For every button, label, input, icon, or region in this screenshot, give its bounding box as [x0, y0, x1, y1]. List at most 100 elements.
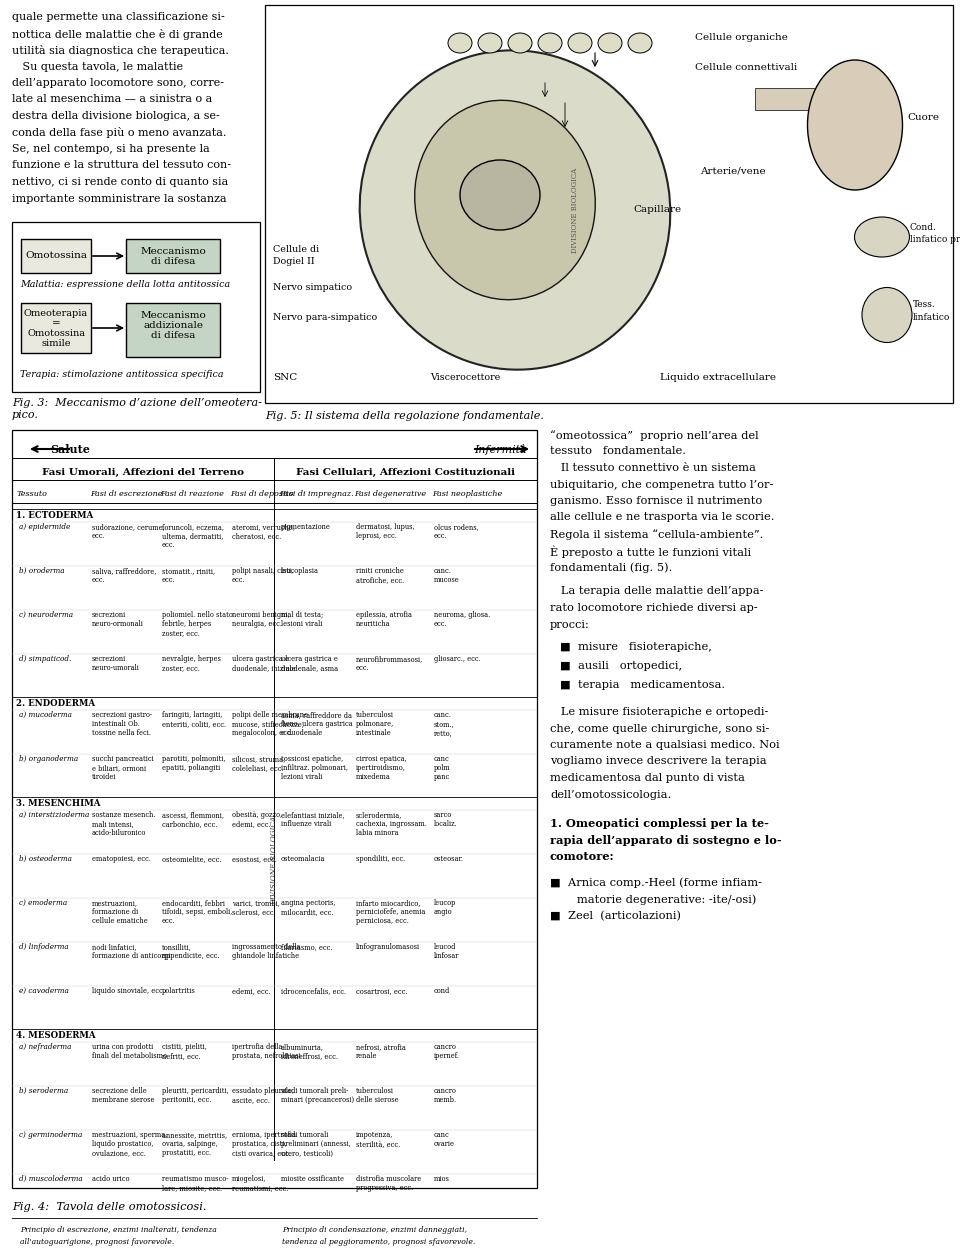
- Text: tessuto   fondamentale.: tessuto fondamentale.: [550, 447, 686, 457]
- FancyBboxPatch shape: [126, 238, 220, 274]
- Text: c) germinoderma: c) germinoderma: [19, 1131, 83, 1140]
- Text: polipi nasali, cisti,
ecc.: polipi nasali, cisti, ecc.: [232, 567, 294, 584]
- Text: leucop
angio: leucop angio: [434, 899, 456, 916]
- Text: tuberculosi
delle sierose: tuberculosi delle sierose: [356, 1087, 398, 1104]
- Text: a) nefraderma: a) nefraderma: [19, 1043, 71, 1050]
- Text: distrofia muscolare
progressiva, ecc.: distrofia muscolare progressiva, ecc.: [356, 1175, 421, 1192]
- Text: secrezioni gastro-
intestinali Ob.
tossine nella feci.: secrezioni gastro- intestinali Ob. tossi…: [92, 712, 152, 738]
- Text: poliomiel. nello stato
febrile, herpes
zoster, ecc.: poliomiel. nello stato febrile, herpes z…: [162, 611, 233, 638]
- Text: sclerodermia,
cachexia, ingrossam.
labia minora: sclerodermia, cachexia, ingrossam. labia…: [356, 811, 427, 837]
- Text: 2. ENDODERMA: 2. ENDODERMA: [16, 699, 95, 708]
- Text: Fasi degenerative: Fasi degenerative: [354, 489, 426, 498]
- Bar: [265, 5, 953, 403]
- Text: conda della fase più o meno avanzata.: conda della fase più o meno avanzata.: [12, 128, 227, 138]
- Ellipse shape: [460, 159, 540, 230]
- Text: curamente note a qualsiasi medico. Noi: curamente note a qualsiasi medico. Noi: [550, 740, 780, 750]
- Text: secrezioni
neuro-ormonali: secrezioni neuro-ormonali: [92, 611, 144, 629]
- Text: Dogiel II: Dogiel II: [273, 257, 315, 266]
- Text: Viscerocettore: Viscerocettore: [430, 373, 500, 382]
- Text: spondiliti, ecc.: spondiliti, ecc.: [356, 855, 405, 863]
- Text: Omotossina: Omotossina: [25, 251, 87, 261]
- Text: addizionale: addizionale: [143, 321, 203, 330]
- Text: Tessuto: Tessuto: [17, 489, 48, 498]
- Text: dermatosi, lupus,
leprosi, ecc.: dermatosi, lupus, leprosi, ecc.: [356, 523, 415, 540]
- Text: medicamentosa dal punto di vista: medicamentosa dal punto di vista: [550, 773, 745, 783]
- Text: Omeoterapia: Omeoterapia: [24, 310, 88, 319]
- Ellipse shape: [628, 33, 652, 53]
- Text: Principio di escrezione, enzimi inalterati, tendenza: Principio di escrezione, enzimi inaltera…: [20, 1226, 217, 1234]
- Text: Fasi di deposito: Fasi di deposito: [230, 489, 294, 498]
- Text: miosite ossificante: miosite ossificante: [281, 1175, 344, 1183]
- Text: 1. Omeopatici complessi per la te-: 1. Omeopatici complessi per la te-: [550, 818, 769, 830]
- Text: Infermità: Infermità: [474, 444, 527, 456]
- Ellipse shape: [807, 60, 902, 190]
- Text: osteomielite, ecc.: osteomielite, ecc.: [162, 855, 222, 863]
- Text: linfogranulomasosi: linfogranulomasosi: [356, 943, 420, 951]
- Text: fondamentali (fig. 5).: fondamentali (fig. 5).: [550, 562, 672, 572]
- Ellipse shape: [448, 33, 472, 53]
- Text: che, come quelle chirurgiche, sono si-: che, come quelle chirurgiche, sono si-: [550, 723, 769, 733]
- Text: faringiti, laringiti,
enteriti, coliti, ecc.: faringiti, laringiti, enteriti, coliti, …: [162, 712, 227, 728]
- Text: canc
polm
panc: canc polm panc: [434, 756, 451, 782]
- Text: matorie degenerative: -ite/-osi): matorie degenerative: -ite/-osi): [566, 894, 756, 905]
- Text: Meccanismo: Meccanismo: [140, 246, 205, 256]
- Text: comotore:: comotore:: [550, 851, 614, 862]
- Text: alle cellule e ne trasporta via le scorie.: alle cellule e ne trasporta via le scori…: [550, 512, 775, 522]
- Text: 1. ECTODERMA: 1. ECTODERMA: [16, 511, 93, 520]
- Text: esostosi, ecc.: esostosi, ecc.: [232, 855, 276, 863]
- Text: utilità sia diagnostica che terapeutica.: utilità sia diagnostica che terapeutica.: [12, 45, 228, 56]
- Text: Fig. 5: Il sistema della regolazione fondamentale.: Fig. 5: Il sistema della regolazione fon…: [265, 410, 544, 420]
- Text: osteomalacia: osteomalacia: [281, 855, 325, 863]
- Text: gliosarc., ecc.: gliosarc., ecc.: [434, 655, 481, 663]
- Text: infarto miocardico,
perniciofefe, anemia
perniciosa, ecc.: infarto miocardico, perniciofefe, anemia…: [356, 899, 425, 925]
- Text: =: =: [52, 320, 60, 329]
- Text: rato locomotore richiede diversi ap-: rato locomotore richiede diversi ap-: [550, 602, 757, 612]
- Text: Le misure fisioterapiche e ortopedi-: Le misure fisioterapiche e ortopedi-: [550, 707, 768, 717]
- Text: cosartrosi, ecc.: cosartrosi, ecc.: [356, 986, 407, 995]
- Text: ernioma, ipertrofia
prostatica, cisti,
cisti ovarica, ecc.: ernioma, ipertrofia prostatica, cisti, c…: [232, 1131, 296, 1157]
- Text: di difesa: di difesa: [151, 256, 195, 266]
- Text: reumatismo musco-
lare, miosite, ecc.: reumatismo musco- lare, miosite, ecc.: [162, 1175, 228, 1192]
- Text: Fasi di escrezione: Fasi di escrezione: [90, 489, 162, 498]
- Text: Cellule connettivali: Cellule connettivali: [695, 63, 797, 72]
- Text: Nervo para-simpatico: Nervo para-simpatico: [273, 312, 377, 323]
- Text: La terapia delle malattie dell’appa-: La terapia delle malattie dell’appa-: [550, 586, 763, 596]
- Text: Omotossina: Omotossina: [27, 330, 85, 339]
- Text: edemi, ecc.: edemi, ecc.: [232, 986, 271, 995]
- Text: succhi pancreatici
e biliari, ormoni
tiroidei: succhi pancreatici e biliari, ormoni tir…: [92, 756, 154, 782]
- Text: miogelosi,
reumatismi, ecc.: miogelosi, reumatismi, ecc.: [232, 1175, 288, 1192]
- Text: Malattia: espressione della lotta antitossica: Malattia: espressione della lotta antito…: [20, 280, 230, 289]
- Text: acido urico: acido urico: [92, 1175, 130, 1183]
- Text: canc.
mucose: canc. mucose: [434, 567, 460, 584]
- Text: liquido sinoviale, ecc.: liquido sinoviale, ecc.: [92, 986, 165, 995]
- Text: simile: simile: [41, 340, 71, 349]
- Text: polipi delle membrane
mucose, stifiechezze,
megalocolon, ecc.: polipi delle membrane mucose, stifiechez…: [232, 712, 308, 738]
- Text: nottica delle malattie che è di grande: nottica delle malattie che è di grande: [12, 29, 223, 39]
- Text: ingrossamento della
ghiandole linfatiche: ingrossamento della ghiandole linfatiche: [232, 943, 300, 960]
- Text: ubiquitario, che compenetra tutto l’or-: ubiquitario, che compenetra tutto l’or-: [550, 479, 774, 489]
- Text: 3. MESENCHIMA: 3. MESENCHIMA: [16, 799, 101, 808]
- Text: b) osteoderma: b) osteoderma: [19, 855, 72, 863]
- Text: leucod
linfosar: leucod linfosar: [434, 943, 460, 960]
- FancyBboxPatch shape: [21, 238, 91, 274]
- Text: Se, nel contempo, si ha presente la: Se, nel contempo, si ha presente la: [12, 144, 209, 154]
- Text: tendenza al peggioramento, prognosi sfavorevole.: tendenza al peggioramento, prognosi sfav…: [282, 1237, 475, 1246]
- Text: pigmentazione: pigmentazione: [281, 523, 331, 531]
- Text: ascessi, flemmoni,
carbonchio, ecc.: ascessi, flemmoni, carbonchio, ecc.: [162, 811, 224, 828]
- Text: Principio di condensazione, enzimi danneggiati,: Principio di condensazione, enzimi danne…: [282, 1226, 467, 1234]
- Text: secrezioni
neuro-umorali: secrezioni neuro-umorali: [92, 655, 140, 673]
- Text: late al mesenchima — a sinistra o a: late al mesenchima — a sinistra o a: [12, 94, 212, 104]
- Text: 4. MESODERMA: 4. MESODERMA: [16, 1032, 96, 1040]
- Text: mal di testa;
lesioni virali: mal di testa; lesioni virali: [281, 611, 324, 629]
- Text: sostanze mesench.
mali intensi,
acido-biluronico: sostanze mesench. mali intensi, acido-bi…: [92, 811, 156, 837]
- Text: ■  Arnica comp.-Heel (forme infiam-: ■ Arnica comp.-Heel (forme infiam-: [550, 877, 762, 889]
- Text: linfatico princ.: linfatico princ.: [910, 235, 960, 243]
- Text: d) simpaticod.: d) simpaticod.: [19, 655, 71, 663]
- Ellipse shape: [508, 33, 532, 53]
- Ellipse shape: [415, 100, 595, 300]
- Text: mestruazioni, sperma,
liquido prostatico,
ovulazione, ecc.: mestruazioni, sperma, liquido prostatico…: [92, 1131, 167, 1157]
- Text: Arterie/vene: Arterie/vene: [700, 167, 766, 176]
- Text: tossicosi epatiche,
infiltraz. polmonari,
lezioni virali: tossicosi epatiche, infiltraz. polmonari…: [281, 756, 348, 782]
- Text: destra della divisione biologica, a se-: destra della divisione biologica, a se-: [12, 110, 220, 120]
- Text: nodi linfatici,
formazione di anticorpi: nodi linfatici, formazione di anticorpi: [92, 943, 171, 960]
